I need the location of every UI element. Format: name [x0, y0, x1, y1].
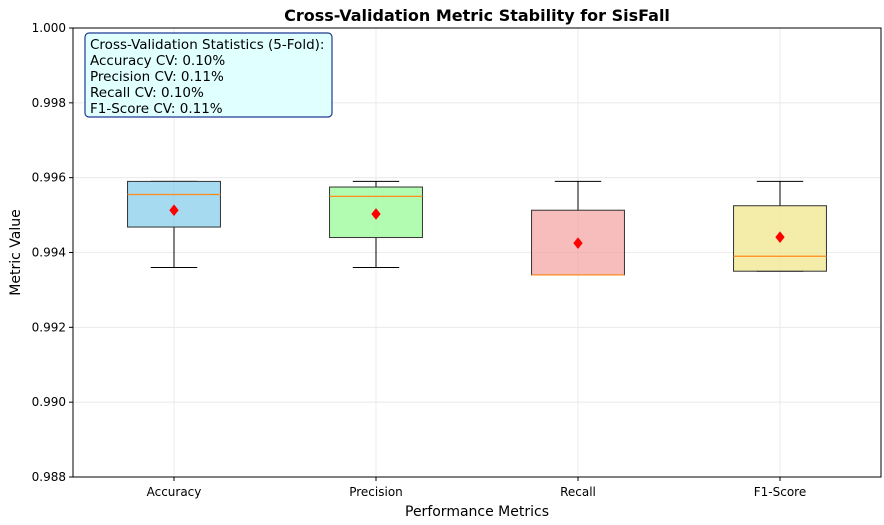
y-tick-label: 0.990	[32, 395, 66, 409]
cv-statistics-box: Cross-Validation Statistics (5-Fold):Acc…	[84, 32, 333, 118]
x-tick-label: Recall	[560, 485, 596, 499]
stats-line: Accuracy CV: 0.10%	[90, 53, 225, 69]
stats-line: Recall CV: 0.10%	[90, 85, 204, 101]
y-axis-ticks: 0.988 0.990 0.992 0.994 0.996 0.998 1.000	[32, 21, 73, 484]
x-tick-label: Precision	[349, 485, 403, 499]
y-tick-label: 0.988	[32, 470, 66, 484]
x-tick-label: F1-Score	[754, 485, 806, 499]
stats-line: Cross-Validation Statistics (5-Fold):	[90, 37, 324, 53]
y-axis-label: Metric Value	[8, 209, 24, 295]
box-plot-series	[127, 180, 827, 276]
y-tick-label: 0.992	[32, 320, 66, 334]
box-recall	[531, 180, 625, 276]
chart-title: Cross-Validation Metric Stability for Si…	[284, 6, 670, 25]
y-tick-label: 0.998	[32, 96, 66, 110]
box-precision	[329, 180, 423, 268]
y-tick-label: 0.994	[32, 246, 66, 260]
y-tick-label: 0.996	[32, 171, 66, 185]
stats-box-background	[84, 32, 333, 118]
mean-marker	[573, 237, 583, 250]
mean-marker	[169, 204, 179, 217]
y-tick-label: 1.000	[32, 21, 66, 35]
x-tick-label: Accuracy	[147, 485, 202, 499]
box-f1-score	[733, 180, 827, 272]
stats-line: F1-Score CV: 0.11%	[90, 101, 223, 117]
box-iqr	[127, 180, 221, 228]
mean-marker	[775, 231, 785, 244]
stats-line: Precision CV: 0.11%	[90, 69, 224, 85]
mean-marker	[371, 208, 381, 220]
box-accuracy	[127, 180, 221, 268]
x-axis-label: Performance Metrics	[405, 504, 549, 520]
x-axis-ticks: Accuracy Precision Recall F1-Score	[147, 477, 806, 499]
